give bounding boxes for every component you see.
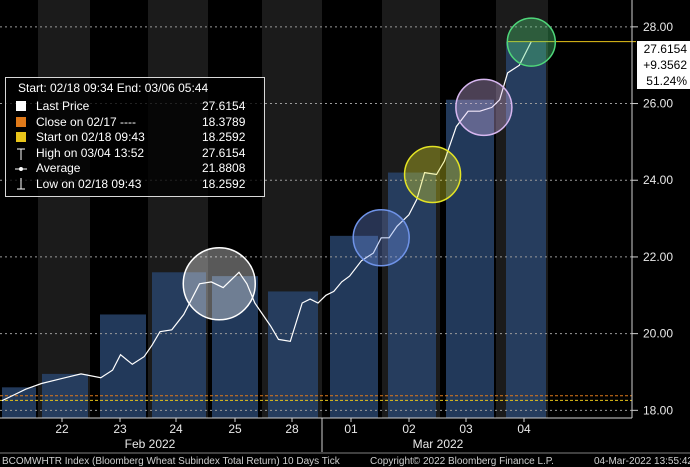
- x-tick-label: 03: [459, 422, 473, 436]
- legend-label: Average: [36, 161, 81, 175]
- legend-label: High on 03/04 13:52: [36, 145, 145, 160]
- last-price-value: 27.6154: [637, 41, 690, 57]
- legend-value: 21.8808: [202, 161, 246, 175]
- legend-row: Start on 02/18 09:43 18.2592: [14, 130, 264, 145]
- daily-bar: [506, 41, 546, 418]
- legend-row: Low on 02/18 09:43 18.2592: [14, 177, 264, 192]
- legend-label: Close on 02/17 ----: [36, 114, 137, 129]
- legend-swatch: [16, 101, 26, 111]
- legend-value: 18.2592: [202, 176, 246, 191]
- daily-bar: [212, 276, 258, 418]
- daily-bar: [446, 99, 494, 418]
- legend-row: Last Price 27.6154: [14, 99, 264, 114]
- highlight-circle: [182, 247, 256, 321]
- y-tick-label: 26.00: [643, 97, 673, 111]
- legend-row: High on 03/04 13:52 27.6154: [14, 146, 264, 161]
- reference-lines: [0, 395, 632, 401]
- day-band: [38, 0, 90, 418]
- last-price-line: [1, 41, 532, 402]
- x-tick-label: 24: [169, 422, 183, 436]
- high-marker-icon: [14, 146, 28, 161]
- legend-value: 18.3789: [202, 114, 246, 129]
- highlight-circle: [455, 78, 513, 137]
- daily-bar: [100, 314, 146, 418]
- footer-left: BCOMWHTR Index (Bloomberg Wheat Subindex…: [2, 456, 341, 467]
- legend-swatch: [16, 132, 26, 142]
- month-label: Mar 2022: [413, 437, 464, 451]
- legend-row: Close on 02/17 ---- 18.3789: [14, 115, 264, 130]
- legend-value: 18.2592: [202, 130, 246, 144]
- y-tick-label: 24.00: [643, 173, 673, 187]
- footer-center: Copyright© 2022 Bloomberg Finance L.P.: [370, 456, 554, 467]
- x-tick-label: 23: [113, 422, 127, 436]
- y-tick-label: 22.00: [643, 250, 673, 264]
- legend-row: Average 21.8808: [14, 161, 264, 176]
- x-tick-label: 22: [55, 422, 69, 436]
- legend-label: Last Price: [36, 99, 90, 113]
- highlight-circle: [352, 209, 410, 267]
- footer-right: 04-Mar-2022 13:55:42: [594, 456, 690, 467]
- x-tick-label: 25: [228, 422, 242, 436]
- legend-header: Start: 02/18 09:34 End: 03/06 05:44: [18, 81, 209, 95]
- low-marker-icon: [14, 177, 28, 192]
- y-axis: 28.00 26.00 24.00 22.00 20.00 18.00: [631, 0, 673, 418]
- x-tick-label: 04: [517, 422, 531, 436]
- gridlines: [0, 26, 632, 411]
- highlight-circles: [182, 17, 557, 321]
- legend-label: Start on 02/18 09:43: [36, 130, 145, 144]
- month-label: Feb 2022: [125, 437, 176, 451]
- legend-swatch: [16, 116, 26, 127]
- daily-bar: [268, 291, 318, 418]
- y-tick-label: 28.00: [643, 20, 673, 34]
- y-tick-label: 18.00: [643, 403, 673, 417]
- price-change-percent: 51.24%: [646, 74, 687, 88]
- x-tick-label: 01: [344, 422, 358, 436]
- daily-bar: [330, 235, 378, 418]
- highlight-circle: [403, 145, 462, 204]
- legend-value: 27.6154: [202, 145, 246, 160]
- legend-label: Low on 02/18 09:43: [36, 176, 142, 191]
- x-tick-label: 28: [285, 422, 299, 436]
- legend-box: Start: 02/18 09:34 End: 03/06 05:44 Last…: [5, 77, 265, 197]
- last-price-box: 27.6154 +9.3562 51.24%: [637, 41, 690, 89]
- x-tick-label: 02: [402, 422, 416, 436]
- price-change-value: +9.3562: [643, 58, 687, 72]
- average-marker-icon: [14, 161, 28, 176]
- daily-bar: [152, 272, 206, 418]
- legend-value: 27.6154: [202, 99, 246, 113]
- footer: BCOMWHTR Index (Bloomberg Wheat Subindex…: [2, 456, 690, 467]
- price-series: [1, 41, 636, 402]
- highlight-circle: [506, 17, 557, 67]
- y-tick-label: 20.00: [643, 327, 673, 341]
- x-axis: 22 23 24 25 28 01 02 03 04 Feb 2022 Mar 2022: [0, 417, 690, 454]
